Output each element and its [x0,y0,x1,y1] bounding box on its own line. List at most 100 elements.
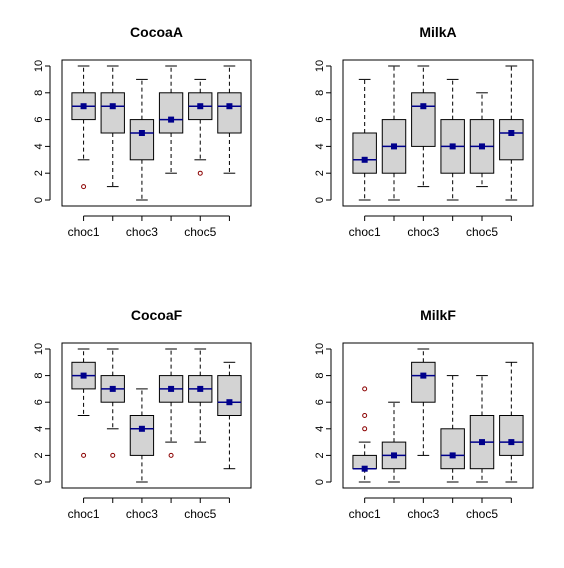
mean-marker [197,103,204,110]
outlier-point [81,184,87,190]
box-body [129,119,155,161]
mean-marker [197,385,204,392]
box-body [217,375,242,417]
box-choc3 [129,78,155,201]
plot-frame [342,59,534,207]
box-choc3 [411,348,436,456]
mean-marker [361,465,368,472]
box-choc1 [71,348,96,458]
mean-marker [80,103,87,110]
box-body [499,415,524,456]
x-tick-label: choc5 [184,225,216,239]
mean-marker [138,425,145,432]
box-body [499,119,524,161]
mean-marker [449,452,456,459]
x-tick-label: choc1 [349,507,381,521]
outlier-point [110,452,116,458]
y-tick-label: 6 [314,117,326,123]
mean-marker [168,385,175,392]
box-choc5 [469,375,495,483]
y-tick-label: 4 [33,426,45,432]
box-choc2 [100,348,125,458]
mean-marker [361,156,368,163]
box-choc2 [381,65,407,201]
chart-title: MilkF [420,307,456,323]
mean-marker [226,103,233,110]
x-tick-label: choc5 [184,507,216,521]
chart-panel-milkf: MilkF 0 2 4 6 8 10 choc1 choc3 choc5 [314,307,534,521]
y-tick-label: 10 [33,60,45,72]
outlier-point [362,426,368,432]
plot-frame [342,342,534,489]
box-choc6 [499,65,524,201]
mean-marker [80,372,87,379]
mean-marker [508,439,515,446]
box-choc1 [352,386,377,483]
box-choc5 [469,92,495,188]
chart-title: MilkA [419,24,456,40]
chart-panel-milka: MilkA 0 2 4 6 8 10 choc1 choc3 choc5 [314,24,534,239]
chart-panel-cocoaa: CocoaA 0 2 4 6 8 10 choc1 choc3 choc5 [33,24,252,239]
box-choc6 [217,361,242,470]
mean-marker [508,130,515,136]
box-body [129,415,155,456]
y-tick-label: 8 [33,373,45,379]
y-tick-label: 10 [314,343,326,355]
y-tick-label: 6 [314,399,326,405]
outlier-point [81,452,87,458]
mean-marker [109,385,116,392]
box-body [440,428,465,470]
x-tick-label: choc1 [68,507,100,521]
chart-title: CocoaA [130,24,183,40]
y-tick-label: 0 [33,479,45,485]
outlier-point [168,452,174,458]
box-body [352,132,377,174]
box-body [158,92,184,134]
box-choc2 [100,65,125,188]
y-tick-label: 0 [314,197,326,203]
x-tick-label: choc3 [126,225,158,239]
y-tick-label: 4 [314,143,326,149]
box-choc4 [440,375,465,483]
y-tick-label: 2 [33,452,45,458]
y-tick-label: 4 [33,143,45,149]
y-tick-label: 8 [314,373,326,379]
box-choc2 [381,401,407,483]
x-tick-label: choc1 [68,225,100,239]
box-choc5 [188,348,213,443]
x-tick-label: choc3 [407,225,439,239]
box-choc6 [499,361,524,483]
box-choc4 [158,65,184,174]
y-tick-label: 10 [33,343,45,355]
y-tick-label: 6 [33,117,45,123]
y-tick-label: 8 [314,90,326,96]
x-tick-label: choc3 [126,507,158,521]
outlier-point [362,386,368,392]
mean-marker [449,143,456,150]
y-tick-label: 6 [33,399,45,405]
mean-marker [420,372,427,379]
y-tick-label: 0 [314,479,326,485]
y-tick-label: 4 [314,426,326,432]
y-tick-label: 0 [33,197,45,203]
mean-marker [168,116,175,123]
outlier-point [197,170,203,176]
box-body [100,92,125,134]
box-choc4 [158,348,184,458]
x-tick-label: choc5 [466,507,498,521]
box-body [411,361,436,403]
chart-panel-cocoaf: CocoaF 0 2 4 6 8 10 choc1 choc3 choc5 [33,307,252,521]
mean-marker [420,103,427,110]
plot-frame [61,59,252,207]
mean-marker [138,130,145,136]
mean-marker [479,439,485,446]
x-tick-label: choc3 [407,507,439,521]
box-choc3 [129,388,155,483]
box-choc3 [411,65,436,188]
mean-marker [391,452,397,459]
outlier-point [362,413,368,418]
mean-marker [479,143,485,150]
y-tick-label: 8 [33,90,45,96]
